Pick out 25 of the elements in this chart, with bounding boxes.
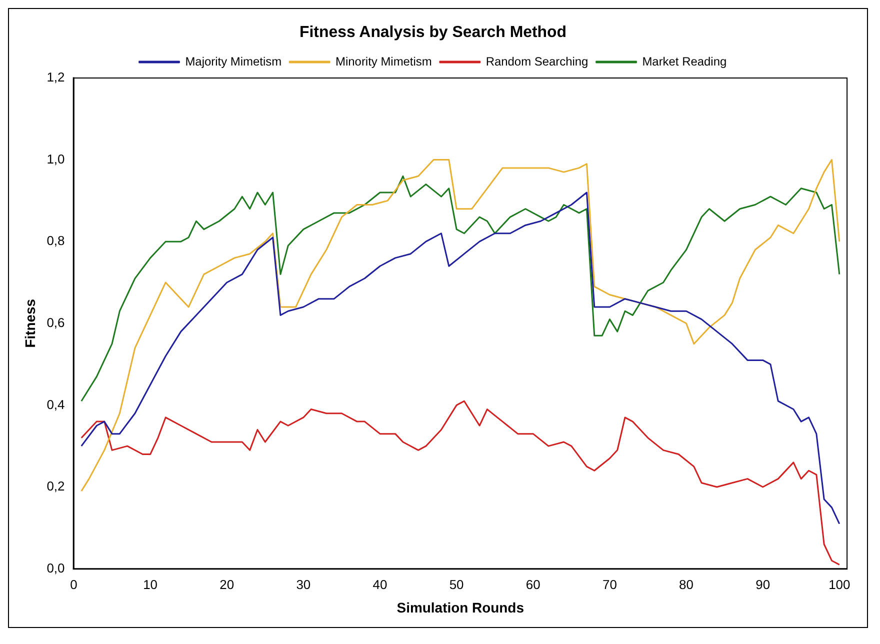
- y-tick-label: 0,2: [46, 478, 65, 494]
- x-tick-label: 50: [449, 577, 464, 592]
- y-tick-label: 1,2: [46, 70, 65, 85]
- x-tick-label: 100: [828, 577, 850, 592]
- x-tick-label: 30: [296, 577, 311, 592]
- y-tick-label: 0,0: [46, 560, 65, 576]
- x-tick-label: 10: [143, 577, 158, 592]
- x-tick-label: 40: [372, 577, 388, 592]
- x-tick-label: 80: [679, 577, 694, 592]
- x-tick-label: 90: [756, 577, 770, 592]
- y-tick-label: 1,0: [46, 151, 65, 166]
- x-tick-label: 20: [220, 577, 234, 592]
- legend-label: Majority Mimetism: [185, 54, 282, 68]
- x-tick-label: 0: [70, 577, 78, 592]
- y-axis-title: Fitness: [22, 298, 38, 348]
- chart-title: Fitness Analysis by Search Method: [300, 24, 567, 41]
- x-axis-title: Simulation Rounds: [396, 600, 524, 616]
- y-tick-label: 0,8: [46, 233, 65, 248]
- legend-label: Random Searching: [486, 54, 588, 68]
- x-tick-label: 70: [602, 577, 617, 592]
- y-tick-label: 0,4: [46, 396, 65, 412]
- legend-label: Market Reading: [642, 54, 727, 68]
- x-tick-label: 60: [526, 577, 540, 592]
- legend-label: Minority Mimetism: [336, 54, 432, 68]
- y-tick-label: 0,6: [46, 314, 65, 330]
